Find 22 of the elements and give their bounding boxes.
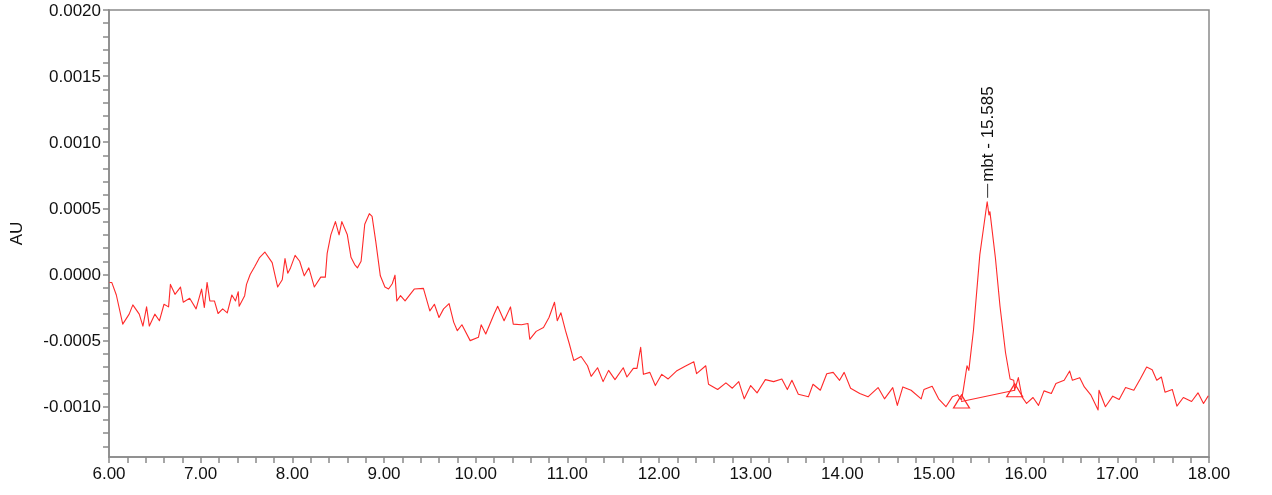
x-tick-label: 10.00 bbox=[454, 464, 497, 483]
x-tick-label: 13.00 bbox=[729, 464, 772, 483]
x-tick-label: 18.00 bbox=[1187, 464, 1231, 483]
x-tick-label: 11.00 bbox=[546, 464, 588, 483]
x-tick-label: 17.00 bbox=[1096, 464, 1139, 483]
x-tick-label: 6.00 bbox=[92, 464, 126, 483]
x-tick-label: 14.00 bbox=[821, 464, 864, 483]
x-tick-label: 12.00 bbox=[637, 464, 681, 483]
y-tick-label: 0.0000 bbox=[49, 265, 101, 284]
x-tick-label: 15.00 bbox=[912, 464, 956, 483]
y-tick-label: 0.0015 bbox=[49, 66, 101, 86]
y-tick-label: 0.0010 bbox=[49, 132, 101, 152]
x-tick-label: 9.00 bbox=[367, 464, 401, 483]
y-tick-label: -0.0005 bbox=[43, 331, 101, 351]
y-tick-label: 0.0005 bbox=[49, 198, 101, 218]
x-tick-label: 7.00 bbox=[184, 464, 218, 483]
y-axis-title: AU bbox=[7, 221, 26, 246]
y-tick-label: -0.0010 bbox=[43, 397, 101, 417]
x-tick-label: 16.00 bbox=[1004, 464, 1047, 483]
annotation: mbt - 15.585 bbox=[978, 86, 998, 182]
x-tick-label: 8.00 bbox=[275, 464, 309, 483]
y-tick-label: 0.0020 bbox=[49, 0, 101, 20]
